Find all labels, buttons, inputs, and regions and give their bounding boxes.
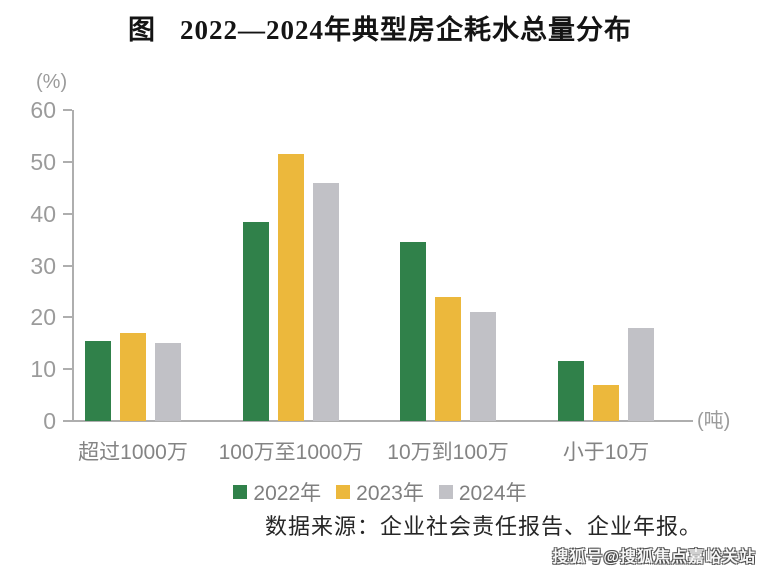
- y-tick-label-20: 20: [30, 304, 56, 331]
- y-tick-mark-50: [63, 161, 72, 163]
- bar-2022-group3: [400, 242, 426, 421]
- bar-2023-group2: [278, 154, 304, 421]
- chart-title-prefix: 图: [128, 15, 156, 45]
- x-category-label-1: 超过1000万: [78, 441, 188, 464]
- legend-item-2022: 2022年: [233, 477, 321, 507]
- x-category-label-3: 10万到100万: [387, 441, 509, 464]
- data-source-note: 数据来源：企业社会责任报告、企业年报。: [264, 514, 702, 539]
- x-category-label-2: 100万至1000万: [218, 441, 364, 464]
- watermark: 搜狐号@搜狐焦点嘉峪关站: [552, 549, 756, 566]
- y-tick-label-40: 40: [30, 200, 56, 227]
- bar-2024-group4: [628, 327, 654, 421]
- legend-label: 2022年: [253, 482, 322, 505]
- bar-2023-group4: [593, 384, 619, 421]
- y-tick-mark-20: [63, 316, 72, 319]
- y-tick-mark-0: [63, 420, 72, 422]
- bar-2024-group2: [313, 182, 339, 421]
- y-tick-label-10: 10: [30, 356, 56, 383]
- bar-2022-group4: [558, 361, 584, 421]
- x-axis-line: [72, 420, 693, 422]
- y-tick-mark-30: [63, 264, 72, 267]
- bar-2023-group3: [435, 296, 461, 421]
- bar-2023-group1: [120, 332, 146, 421]
- legend-label: 2024年: [458, 482, 527, 505]
- legend-item-2023: 2023年: [336, 477, 424, 507]
- y-axis-unit-label: (%): [36, 71, 68, 93]
- y-tick-mark-40: [63, 212, 72, 215]
- y-tick-label-50: 50: [30, 149, 56, 175]
- y-tick-label-30: 30: [30, 252, 56, 279]
- legend-swatch-icon: [233, 485, 248, 499]
- y-tick-label-0: 0: [43, 408, 56, 434]
- legend-label: 2023年: [356, 482, 424, 505]
- bar-2024-group1: [155, 343, 181, 421]
- x-category-label-4: 小于10万: [562, 441, 650, 464]
- y-tick-label-60: 60: [30, 97, 56, 124]
- x-axis-unit-label: (吨): [697, 410, 731, 432]
- legend: 2022年 2023年 2024年: [0, 477, 760, 507]
- bar-2022-group1: [85, 340, 111, 421]
- y-tick-mark-10: [63, 368, 72, 371]
- bar-2024-group3: [470, 312, 496, 421]
- y-axis-line: [72, 110, 74, 421]
- chart-title-text: 2022—2024年典型房企耗水总量分布: [180, 15, 632, 45]
- chart-title: 图 2022—2024年典型房企耗水总量分布: [0, 8, 760, 47]
- legend-swatch-icon: [438, 485, 453, 499]
- y-tick-mark-60: [63, 109, 72, 112]
- legend-swatch-icon: [336, 485, 351, 499]
- bar-2022-group2: [243, 221, 269, 421]
- legend-item-2024: 2024年: [438, 477, 527, 507]
